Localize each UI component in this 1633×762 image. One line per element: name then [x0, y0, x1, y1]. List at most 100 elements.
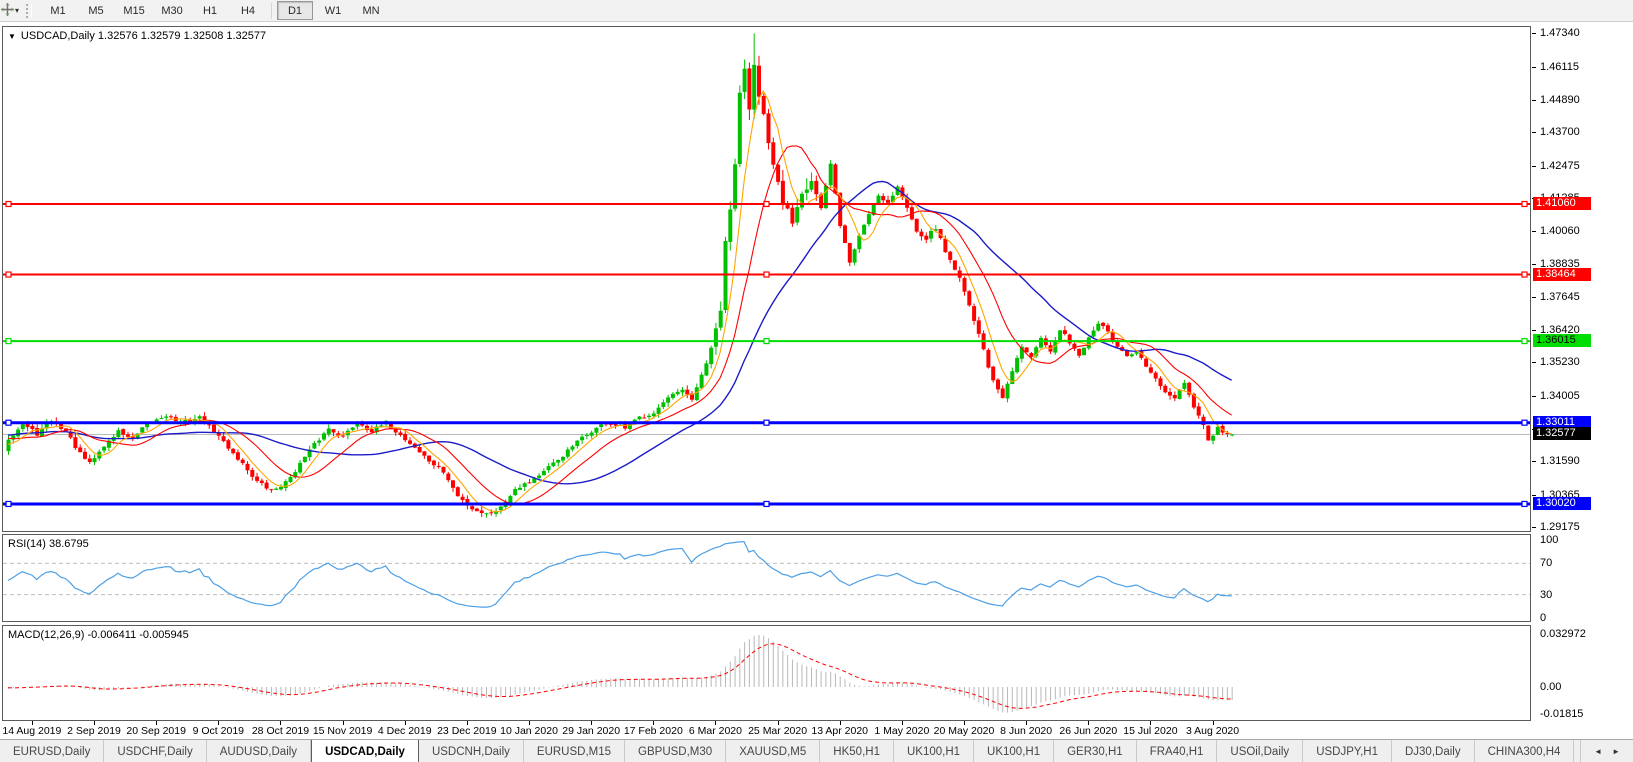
price-axis-tick — [1532, 66, 1536, 68]
rsi-canvas[interactable] — [2, 534, 1531, 622]
chart-tab-bar: EURUSD,Daily USDCHF,Daily AUDUSD,Daily USDC… — [0, 739, 1633, 762]
date-label: 6 Mar 2020 — [688, 725, 742, 737]
chart-workspace: ▼ USDCAD,Daily 1.32576 1.32579 1.32508 1.… — [0, 22, 1633, 762]
price-tick-label: 1.37645 — [1540, 290, 1580, 303]
price-axis-tick — [1532, 33, 1536, 35]
time-axis-tick — [591, 721, 593, 725]
tab-XAUUSD-M5[interactable]: XAUUSD,M5 — [726, 740, 821, 762]
price-axis-tick — [1532, 264, 1536, 266]
timeframe-H1-button[interactable]: H1 — [202, 4, 218, 17]
price-chart-panel: ▼ USDCAD,Daily 1.32576 1.32579 1.32508 1.… — [2, 26, 1531, 532]
tab-GBPUSD-M30[interactable]: GBPUSD,M30 — [625, 740, 727, 762]
tab-USDCAD-Daily[interactable]: USDCAD,Daily — [311, 740, 419, 762]
rsi-axis-label: 0 — [1540, 612, 1547, 624]
time-axis-tick — [839, 721, 841, 725]
date-label: 17 Feb 2020 — [623, 725, 683, 737]
tab-USDCNH-Daily[interactable]: USDCNH,Daily — [419, 740, 524, 762]
chart-collapse-icon[interactable]: ▼ — [8, 32, 16, 41]
price-axis-tick — [1532, 99, 1536, 101]
price-axis-tick — [1532, 165, 1536, 167]
tab-EURUSD-M15[interactable]: EURUSD,M15 — [524, 740, 626, 762]
price-axis-tick — [1532, 132, 1536, 134]
rsi-panel: RSI(14) 38.6795 — [2, 534, 1531, 622]
rsi-axis-label: 30 — [1540, 588, 1553, 601]
chart-title-text: USDCAD,Daily 1.32576 1.32579 1.32508 1.3… — [20, 30, 267, 42]
hline-price-badge: 1.38464 — [1533, 267, 1591, 281]
hline-price-badge: 1.30020 — [1533, 496, 1591, 510]
date-label: 26 Jun 2020 — [1059, 725, 1118, 737]
tab-HK50-H1[interactable]: HK50,H1 — [820, 740, 894, 762]
date-label: 13 Apr 2020 — [811, 725, 869, 737]
date-label: 29 Jan 2020 — [562, 725, 621, 737]
candlestick-canvas[interactable] — [2, 26, 1531, 532]
tab-CHINA300-H4[interactable]: CHINA300,H4 — [1475, 740, 1575, 762]
hline-price-badge: 1.33011 — [1533, 415, 1591, 429]
timeframe-M15-button[interactable]: M15 — [123, 4, 145, 17]
current-price-badge: 1.32577 — [1533, 427, 1591, 441]
time-axis-tick — [529, 721, 531, 725]
tab-UK100-H1[interactable]: UK100,H1 — [894, 740, 975, 762]
tab-FRA40-H1[interactable]: FRA40,H1 — [1137, 740, 1218, 762]
macd-canvas[interactable] — [2, 625, 1531, 721]
timeframe-buttons: M1 M5 M15 M30 H1 H4 D1 W1 MN — [39, 1, 390, 20]
timeframe-MN-button[interactable]: MN — [362, 4, 380, 17]
price-axis-tick — [1532, 296, 1536, 298]
timeframe-M30-button[interactable]: M30 — [161, 4, 183, 17]
price-axis-tick — [1532, 461, 1536, 463]
price-axis-tick — [1532, 494, 1536, 496]
timeframes-toolbar: ▾ M1 M5 M15 M30 H1 H4 D1 W1 MN — [0, 0, 1633, 22]
time-axis-tick — [1026, 721, 1028, 725]
price-tick-label: 1.31590 — [1540, 455, 1580, 468]
tab-scroll-right-icon[interactable]: ► — [1612, 747, 1620, 756]
timeframe-M1-button[interactable]: M1 — [50, 4, 66, 17]
time-axis[interactable]: 14 Aug 2019 2 Sep 2019 20 Sep 2019 9 Oct 20… — [0, 721, 1633, 738]
date-label: 14 Aug 2019 — [2, 725, 62, 737]
timeframe-M5-button[interactable]: M5 — [88, 4, 104, 17]
tab-USDCHF-Daily[interactable]: USDCHF,Daily — [104, 740, 207, 762]
time-axis-tick — [218, 721, 220, 725]
timeframe-H4-button[interactable]: H4 — [240, 4, 256, 17]
price-axis-tick — [1532, 231, 1536, 233]
date-label: 28 Oct 2019 — [251, 725, 310, 737]
timeframe-W1-button[interactable]: W1 — [324, 4, 342, 17]
date-label: 8 Jun 2020 — [1000, 725, 1053, 737]
hline-price-badge: 1.36015 — [1533, 334, 1591, 348]
toolbar-grip[interactable] — [26, 3, 33, 18]
crosshair-cursor-icon[interactable] — [1, 2, 14, 19]
tab-USDJPY-H1[interactable]: USDJPY,H1 — [1303, 740, 1392, 762]
time-axis-tick — [466, 721, 468, 725]
date-label: 23 Dec 2019 — [437, 725, 497, 737]
price-tick-label: 1.29175 — [1540, 520, 1580, 533]
macd-label: MACD(12,26,9) -0.006411 -0.005945 — [8, 629, 189, 641]
tab-UK100-H1[interactable]: UK100,H1 — [974, 740, 1055, 762]
tab-EURUSD-Daily[interactable]: EURUSD,Daily — [0, 740, 105, 762]
price-axis-tick — [1532, 526, 1536, 528]
tab-DJ30-Daily[interactable]: DJ30,Daily — [1392, 740, 1475, 762]
macd-axis-label: 0.00 — [1540, 681, 1562, 693]
macd-panel: MACD(12,26,9) -0.006411 -0.005945 — [2, 625, 1531, 721]
date-label: 3 Aug 2020 — [1185, 725, 1240, 737]
date-label: 15 Jul 2020 — [1123, 725, 1178, 737]
macd-axis-label: -0.01815 — [1540, 708, 1584, 720]
price-axis[interactable]: 1.473401.461151.448901.437001.424751.412… — [1532, 22, 1633, 738]
price-tick-label: 1.43700 — [1540, 126, 1580, 139]
tab-GER30-H1[interactable]: GER30,H1 — [1054, 740, 1137, 762]
cursor-tool[interactable]: ▾ — [1, 2, 22, 19]
date-label: 15 Nov 2019 — [312, 725, 373, 737]
date-label: 20 May 2020 — [933, 725, 995, 737]
tab-scroll-left-icon[interactable]: ◄ — [1594, 747, 1603, 756]
macd-axis-label: 0.032972 — [1540, 628, 1586, 641]
tab-AUDUSD-Daily[interactable]: AUDUSD,Daily — [207, 740, 312, 762]
time-axis-tick — [156, 721, 158, 725]
price-tick-label: 1.40060 — [1540, 225, 1580, 238]
time-axis-tick — [653, 721, 655, 725]
time-axis-tick — [715, 721, 717, 725]
price-tick-label: 1.46115 — [1540, 60, 1579, 73]
time-axis-tick — [342, 721, 344, 725]
timeframe-D1-button[interactable]: D1 — [277, 1, 314, 20]
tab-USOil-Daily[interactable]: USOil,Daily — [1217, 740, 1304, 762]
time-axis-tick — [901, 721, 903, 725]
hline-price-badge: 1.41060 — [1533, 197, 1591, 210]
dropdown-caret-icon[interactable]: ▾ — [15, 6, 20, 15]
